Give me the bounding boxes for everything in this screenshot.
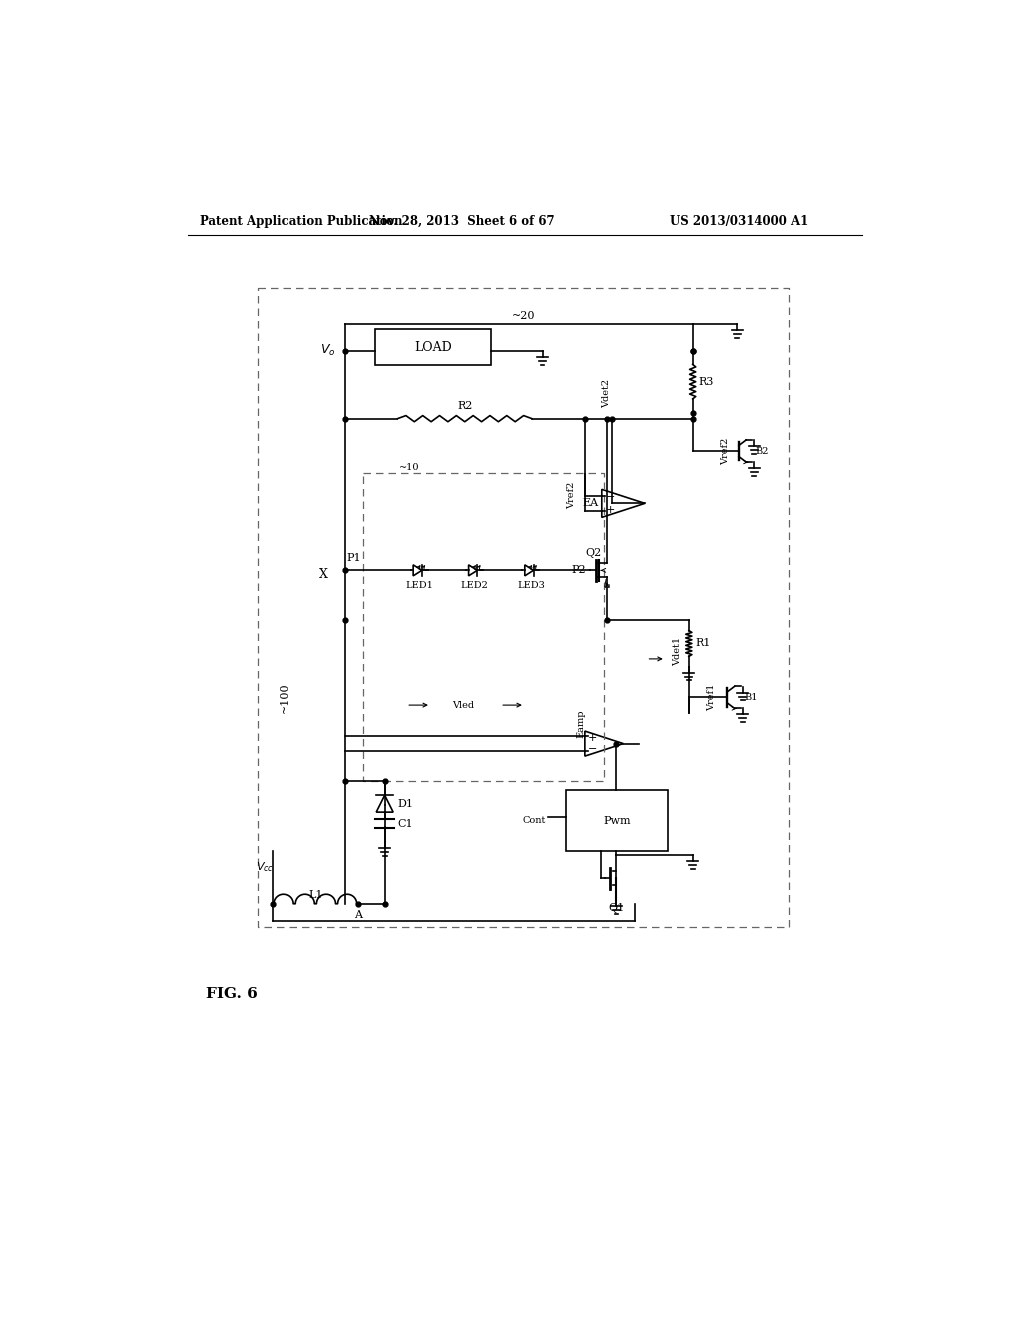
Bar	[565, 789, 668, 851]
Text: P1: P1	[346, 553, 361, 564]
Text: LOAD: LOAD	[415, 341, 452, 354]
Text: C1: C1	[397, 818, 413, 829]
Text: Nov. 28, 2013  Sheet 6 of 67: Nov. 28, 2013 Sheet 6 of 67	[369, 215, 554, 228]
Text: Vref2: Vref2	[566, 482, 575, 510]
Text: −: −	[606, 492, 615, 502]
Text: LED2: LED2	[461, 581, 488, 590]
Text: Vled: Vled	[453, 701, 474, 710]
Text: −: −	[588, 744, 597, 754]
Text: Q1: Q1	[608, 903, 625, 912]
Text: R1: R1	[695, 639, 711, 648]
Text: D1: D1	[397, 799, 413, 809]
Text: +: +	[588, 733, 597, 743]
Text: R3: R3	[698, 376, 714, 387]
Text: B2: B2	[756, 446, 769, 455]
Text: FIG. 6: FIG. 6	[206, 987, 258, 1001]
Text: P2: P2	[571, 565, 587, 576]
Text: Vref2: Vref2	[721, 437, 730, 465]
Text: ~100: ~100	[280, 682, 290, 713]
Text: ~20: ~20	[512, 312, 535, 321]
Text: A: A	[353, 911, 361, 920]
Text: $I_o$: $I_o$	[603, 577, 611, 591]
Text: Patent Application Publication: Patent Application Publication	[200, 215, 402, 228]
Text: Vdet1: Vdet1	[673, 636, 682, 665]
Text: Q2: Q2	[585, 548, 601, 558]
Text: LED1: LED1	[406, 581, 433, 590]
Text: $V_o$: $V_o$	[319, 343, 336, 359]
Text: X: X	[318, 568, 328, 581]
Text: EA: EA	[583, 499, 599, 508]
Text: Vdet2: Vdet2	[602, 379, 611, 408]
Text: L1: L1	[308, 890, 323, 899]
Text: LED3: LED3	[517, 581, 545, 590]
Text: B1: B1	[744, 693, 758, 702]
Bar	[376, 330, 490, 364]
Text: ~10: ~10	[398, 463, 419, 473]
Text: Vref1: Vref1	[708, 684, 717, 711]
Text: Cont: Cont	[523, 816, 547, 825]
Text: $V_{cc}$: $V_{cc}$	[256, 859, 274, 874]
Text: Eamp: Eamp	[577, 709, 586, 738]
Text: +: +	[606, 504, 615, 515]
Text: Pwm: Pwm	[603, 816, 631, 825]
Text: US 2013/0314000 A1: US 2013/0314000 A1	[670, 215, 808, 228]
Text: R2: R2	[457, 401, 472, 412]
